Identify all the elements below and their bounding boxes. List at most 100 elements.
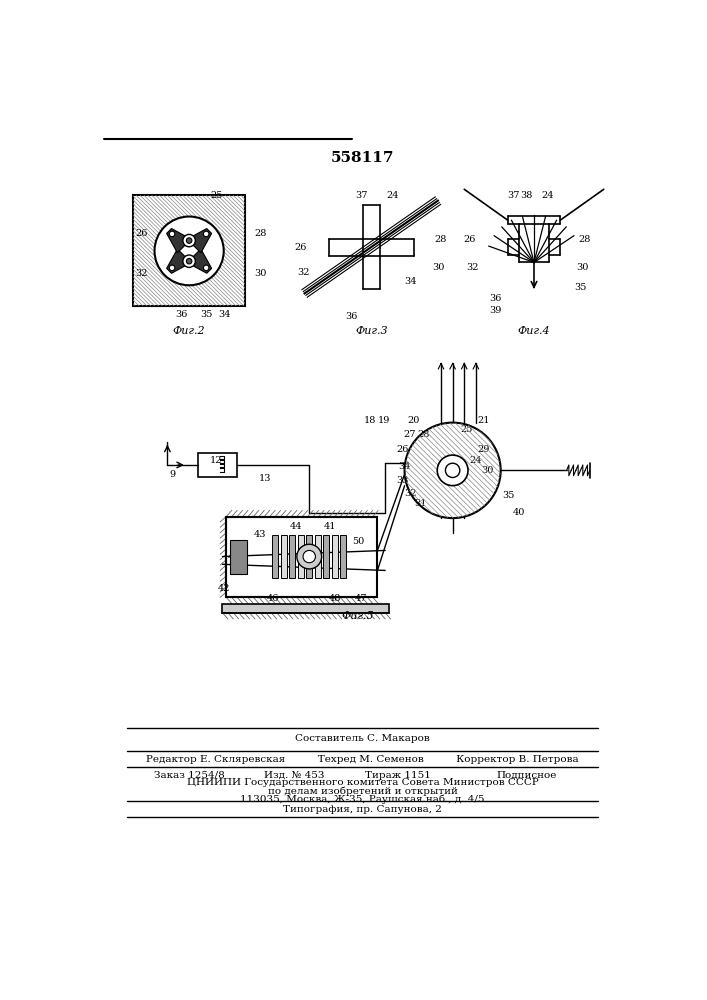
Text: Фиг.3: Фиг.3 bbox=[355, 326, 387, 336]
Text: 28: 28 bbox=[435, 235, 448, 244]
Text: 46: 46 bbox=[267, 594, 279, 603]
Text: Тираж 1151: Тираж 1151 bbox=[366, 771, 431, 780]
Text: 37: 37 bbox=[356, 191, 368, 200]
Text: 50: 50 bbox=[352, 537, 364, 546]
Text: 45: 45 bbox=[228, 553, 240, 562]
Circle shape bbox=[297, 544, 322, 569]
Text: 32: 32 bbox=[404, 489, 416, 498]
Text: 35: 35 bbox=[502, 491, 515, 500]
Text: 32: 32 bbox=[135, 269, 147, 278]
Circle shape bbox=[187, 258, 192, 264]
Text: 24: 24 bbox=[541, 191, 554, 200]
Bar bbox=[272, 535, 279, 578]
Circle shape bbox=[169, 231, 175, 237]
Text: Фиг.5: Фиг.5 bbox=[341, 611, 375, 621]
Text: 30: 30 bbox=[255, 269, 267, 278]
Text: 31: 31 bbox=[414, 499, 426, 508]
Text: 28: 28 bbox=[578, 235, 590, 244]
Text: 25: 25 bbox=[210, 191, 223, 200]
Text: 558117: 558117 bbox=[331, 151, 395, 165]
Text: 24: 24 bbox=[387, 191, 399, 200]
Text: 36: 36 bbox=[346, 312, 358, 321]
Text: 38: 38 bbox=[520, 191, 532, 200]
Text: 42: 42 bbox=[218, 584, 230, 593]
Text: 37: 37 bbox=[508, 191, 520, 200]
Polygon shape bbox=[187, 249, 211, 273]
Polygon shape bbox=[167, 229, 191, 253]
Bar bbox=[226, 517, 378, 597]
Text: 113035, Москва, Ж-35, Раушская наб., д. 4/5: 113035, Москва, Ж-35, Раушская наб., д. … bbox=[240, 794, 485, 804]
Circle shape bbox=[183, 234, 195, 247]
Text: 26: 26 bbox=[464, 235, 476, 244]
Text: Составитель С. Макаров: Составитель С. Макаров bbox=[296, 734, 430, 743]
Text: 30: 30 bbox=[577, 263, 589, 272]
Text: Заказ 1254/8: Заказ 1254/8 bbox=[153, 771, 225, 780]
Circle shape bbox=[303, 550, 315, 563]
Circle shape bbox=[204, 231, 209, 237]
Text: Редактор Е. Скляревская          Техред М. Семенов          Корректор В. Петрова: Редактор Е. Скляревская Техред М. Семено… bbox=[146, 755, 579, 764]
Bar bbox=[340, 535, 346, 578]
Bar bbox=[230, 540, 247, 574]
Text: 30: 30 bbox=[481, 466, 493, 475]
Text: по делам изобретений и открытий: по делам изобретений и открытий bbox=[268, 787, 457, 796]
Bar bbox=[332, 535, 338, 578]
Circle shape bbox=[155, 217, 223, 285]
Circle shape bbox=[445, 463, 460, 478]
Text: 19: 19 bbox=[378, 416, 390, 425]
Circle shape bbox=[187, 238, 192, 243]
Text: 26: 26 bbox=[135, 229, 147, 238]
Text: 36: 36 bbox=[175, 310, 187, 319]
Text: 25: 25 bbox=[460, 425, 473, 434]
Text: 32: 32 bbox=[466, 263, 478, 272]
Text: 18: 18 bbox=[363, 416, 376, 425]
Text: 36: 36 bbox=[489, 294, 501, 303]
Circle shape bbox=[204, 265, 209, 271]
Text: Типография, пр. Сапунова, 2: Типография, пр. Сапунова, 2 bbox=[284, 805, 442, 814]
Text: 28: 28 bbox=[255, 229, 267, 238]
Text: 34: 34 bbox=[398, 462, 411, 471]
Text: 27: 27 bbox=[404, 430, 416, 439]
Text: 24: 24 bbox=[469, 456, 482, 465]
Bar bbox=[281, 535, 287, 578]
Text: 13: 13 bbox=[259, 474, 271, 483]
Text: 33: 33 bbox=[396, 476, 409, 485]
Circle shape bbox=[183, 255, 195, 267]
Text: 34: 34 bbox=[404, 277, 416, 286]
Text: 39: 39 bbox=[489, 306, 501, 315]
Text: 35: 35 bbox=[200, 310, 212, 319]
Polygon shape bbox=[187, 229, 211, 253]
Text: 47: 47 bbox=[355, 594, 368, 603]
Text: 48: 48 bbox=[329, 594, 341, 603]
Bar bbox=[199, 453, 237, 477]
Text: 34: 34 bbox=[218, 310, 230, 319]
Bar bbox=[289, 535, 296, 578]
Text: 41: 41 bbox=[324, 522, 337, 531]
Bar bbox=[306, 535, 312, 578]
Text: 26: 26 bbox=[396, 445, 409, 454]
Bar bbox=[298, 535, 304, 578]
Circle shape bbox=[404, 423, 501, 518]
Text: 20: 20 bbox=[408, 416, 420, 425]
Text: 43: 43 bbox=[255, 530, 267, 539]
Text: 35: 35 bbox=[574, 283, 587, 292]
Text: 28: 28 bbox=[417, 430, 429, 439]
Text: 40: 40 bbox=[513, 508, 525, 517]
Circle shape bbox=[437, 455, 468, 486]
Bar bbox=[323, 535, 329, 578]
Text: 32: 32 bbox=[298, 268, 310, 277]
Text: Фиг.2: Фиг.2 bbox=[173, 326, 206, 336]
Circle shape bbox=[169, 265, 175, 271]
Text: 29: 29 bbox=[477, 445, 490, 454]
Bar bbox=[315, 535, 321, 578]
Text: Фиг.4: Фиг.4 bbox=[518, 326, 550, 336]
Text: 44: 44 bbox=[290, 522, 303, 531]
Bar bbox=[134, 195, 245, 306]
Bar bbox=[223, 604, 389, 613]
Text: ЦНИИПИ Государственного комитета Совета Министров СССР: ЦНИИПИ Государственного комитета Совета … bbox=[187, 778, 539, 787]
Text: 9: 9 bbox=[169, 470, 175, 479]
Text: 21: 21 bbox=[477, 416, 490, 425]
Text: Подписное: Подписное bbox=[496, 771, 556, 780]
Text: 12: 12 bbox=[210, 456, 223, 465]
Polygon shape bbox=[167, 249, 191, 273]
Text: 26: 26 bbox=[295, 243, 307, 252]
